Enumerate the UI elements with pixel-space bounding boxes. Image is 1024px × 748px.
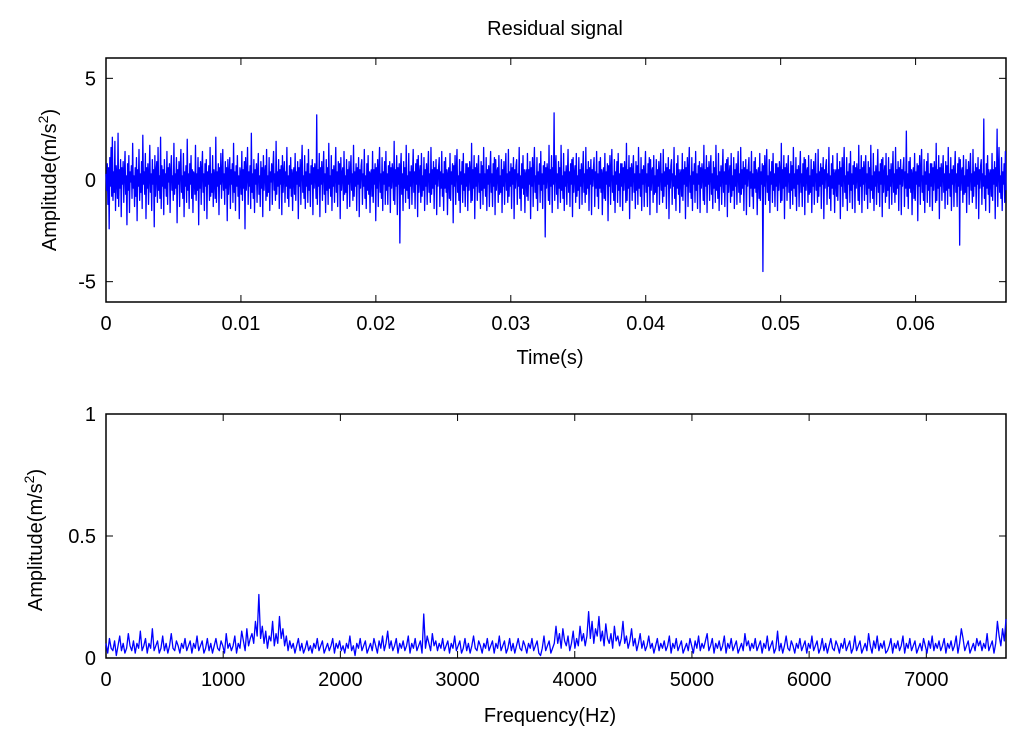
chart-title: Residual signal: [487, 18, 623, 40]
frequency-x-tick-label: 0: [100, 669, 111, 691]
time-x-tick-label: 0.04: [626, 313, 665, 335]
time-y-axis-label-sup: 2: [35, 115, 51, 123]
time-x-ticks: 0 0.01 0.02 0.03 0.04 0.05 0.06: [100, 58, 935, 335]
frequency-y-tick-label: 0.5: [68, 526, 96, 548]
time-y-tick-label: -5: [78, 272, 96, 294]
time-series-line: [105, 112, 1007, 273]
time-series-line-group: [105, 112, 1007, 273]
frequency-y-axis-label-close: ): [25, 469, 47, 476]
time-y-axis-label-main: Amplitude(m/s: [39, 123, 61, 251]
time-y-axis-label-close: ): [39, 109, 61, 116]
time-x-tick-label: 0.01: [221, 313, 260, 335]
time-x-axis-label: Time(s): [516, 347, 583, 369]
frequency-x-axis-label: Frequency(Hz): [484, 705, 616, 727]
frequency-x-tick-label: 3000: [435, 669, 480, 691]
frequency-y-ticks: 00.51: [68, 404, 1006, 670]
time-x-tick-label: 0.06: [896, 313, 935, 335]
time-y-tick-label: 0: [85, 170, 96, 192]
frequency-plot: 00.51 0 1000 2000 3000 4000 5000 6000 7000 Freq…: [21, 404, 1007, 727]
frequency-series-line-group: [105, 593, 1007, 657]
frequency-x-tick-label: 1000: [201, 669, 246, 691]
time-y-tick-label: 5: [85, 68, 96, 90]
time-y-axis-label: Amplitude(m/s2): [35, 109, 61, 251]
time-x-tick-label: 0.02: [356, 313, 395, 335]
frequency-y-tick-label: 1: [85, 404, 96, 426]
frequency-series-line: [105, 593, 1007, 657]
frequency-x-ticks: 0 1000 2000 3000 4000 5000 6000 7000: [100, 414, 949, 691]
time-x-tick-label: 0: [100, 313, 111, 335]
frequency-y-axis-label: Amplitude(m/s2): [21, 469, 47, 611]
frequency-x-tick-label: 7000: [904, 669, 949, 691]
frequency-y-axis-label-main: Amplitude(m/s: [25, 483, 47, 611]
frequency-plot-frame: [105, 413, 1007, 659]
frequency-x-tick-label: 5000: [670, 669, 715, 691]
frequency-y-axis-label-sup: 2: [21, 475, 37, 483]
time-y-ticks: -5 0 5: [78, 68, 1006, 294]
time-x-tick-label: 0.05: [761, 313, 800, 335]
time-x-tick-label: 0.03: [491, 313, 530, 335]
frequency-x-tick-label: 2000: [318, 669, 363, 691]
time-plot: -505 0 0.01 0.02 0.03 0.04 0.05 0.06 Time(s) A…: [35, 57, 1007, 369]
frequency-x-tick-label: 4000: [553, 669, 598, 691]
frequency-x-tick-label: 6000: [787, 669, 832, 691]
frequency-y-tick-label: 0: [85, 648, 96, 670]
